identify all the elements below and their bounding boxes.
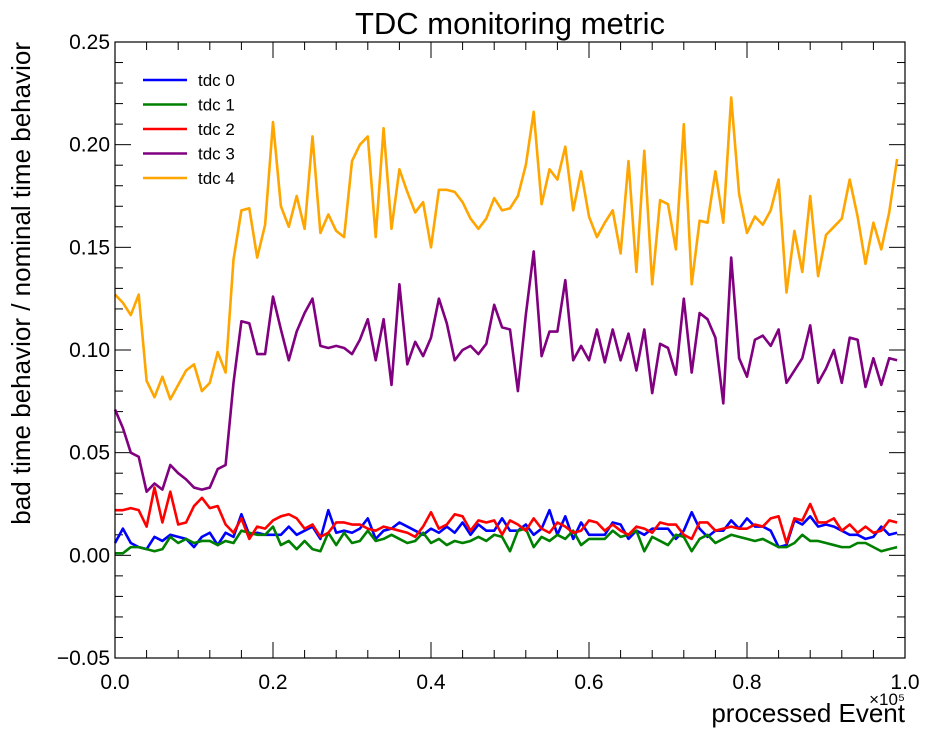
series-line-tdc-0 [113,508,898,551]
x-exponent-label: ×10⁵ [869,690,905,709]
x-tick-label: 1.0 [890,671,919,694]
x-tick-label: 0.6 [574,671,603,694]
y-tick-label: 0.10 [69,339,110,362]
x-tick-label: 0.4 [416,671,446,694]
y-tick-labels: −0.05 0.00 0.05 0.10 0.15 0.20 0.25 [57,31,110,670]
y-tick-label: 0.25 [69,31,110,54]
series-line-tdc-3 [113,250,898,493]
chart-title: TDC monitoring metric [355,6,665,41]
y-tick-label: 0.15 [69,236,110,259]
y-tick-label: 0.00 [69,544,110,567]
legend: tdc 0 tdc 1 tdc 2 tdc 3 tdc 4 [143,71,235,188]
plot-frame [114,41,906,659]
x-tick-label: 0.8 [732,671,761,694]
legend-label: tdc 4 [198,169,235,188]
legend-label: tdc 3 [198,145,235,164]
y-axis-label: bad time behavior / nominal time behavio… [6,42,36,525]
legend-label: tdc 0 [198,71,235,90]
x-axis-label: processed Event [711,698,905,728]
x-tick-label: 0.2 [258,671,287,694]
series-line-tdc-2 [115,486,898,545]
x-tick-label: 0.0 [100,671,129,694]
series-lines [113,96,899,555]
series-line-tdc-4 [114,96,899,401]
legend-label: tdc 1 [198,96,235,115]
y-tick-label: 0.20 [69,134,110,157]
y-tick-label: −0.05 [57,647,110,670]
legend-label: tdc 2 [198,120,235,139]
y-tick-label: 0.05 [69,442,110,465]
x-tick-labels: 0.0 0.2 0.4 0.6 0.8 1.0 [100,671,919,694]
axis-ticks [114,41,906,659]
